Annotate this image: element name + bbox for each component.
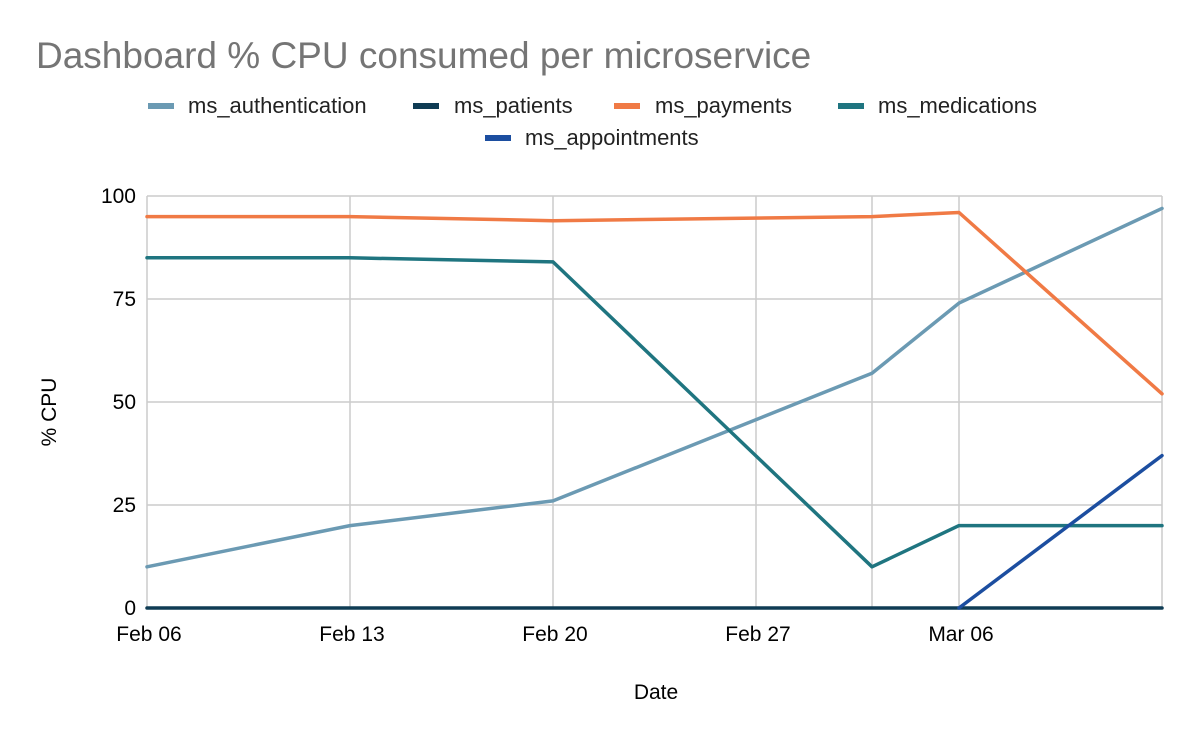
chart-title: Dashboard % CPU consumed per microservic… xyxy=(36,35,811,76)
legend-swatch-ms_authentication xyxy=(148,103,174,109)
x-tick-label: Feb 13 xyxy=(319,623,384,646)
y-tick-label: 0 xyxy=(124,597,136,620)
series-line-ms_medications xyxy=(145,256,1164,569)
y-tick-label: 25 xyxy=(113,494,136,517)
y-tick-label: 100 xyxy=(101,185,136,208)
legend-swatch-ms_payments xyxy=(614,103,640,109)
y-axis-ticks: 0 25 50 75 100 xyxy=(101,185,136,620)
x-tick-label: Feb 20 xyxy=(522,623,587,646)
series-line-ms_appointments xyxy=(957,453,1164,610)
y-axis-title: % CPU xyxy=(38,378,61,447)
legend-label-ms_medications: ms_medications xyxy=(878,93,1037,118)
legend: ms_authentication ms_patients ms_payments m… xyxy=(148,93,1037,150)
x-tick-label: Feb 27 xyxy=(725,623,790,646)
legend-label-ms_authentication: ms_authentication xyxy=(188,93,367,118)
legend-swatch-ms_appointments xyxy=(485,135,511,141)
legend-label-ms_appointments: ms_appointments xyxy=(525,125,699,150)
series-group xyxy=(145,206,1164,610)
series-line-ms_authentication xyxy=(145,206,1164,569)
legend-swatch-ms_medications xyxy=(838,103,864,109)
x-axis-ticks: Feb 06 Feb 13 Feb 20 Feb 27 Mar 06 xyxy=(116,623,993,646)
x-tick-label: Mar 06 xyxy=(928,623,993,646)
legend-swatch-ms_patients xyxy=(413,103,439,109)
y-tick-label: 50 xyxy=(113,391,136,414)
series-line-ms_payments xyxy=(145,210,1164,396)
y-tick-label: 75 xyxy=(113,288,136,311)
legend-label-ms_patients: ms_patients xyxy=(454,93,573,118)
x-tick-label: Feb 06 xyxy=(116,623,181,646)
x-axis-title: Date xyxy=(634,681,678,704)
legend-label-ms_payments: ms_payments xyxy=(655,93,792,118)
grid xyxy=(146,195,1163,609)
